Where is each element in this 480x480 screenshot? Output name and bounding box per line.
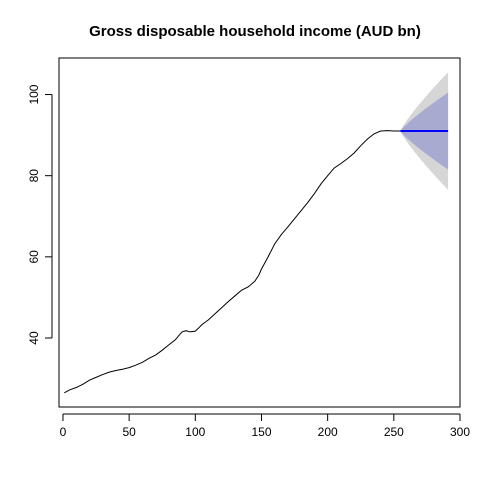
y-tick-label: 60 <box>27 250 41 264</box>
series-line <box>64 130 401 394</box>
x-tick-label: 0 <box>60 425 67 439</box>
plot-frame <box>58 57 461 408</box>
y-tick-label: 80 <box>27 169 41 183</box>
y-tick-label: 100 <box>27 84 41 104</box>
x-tick-label: 50 <box>122 425 136 439</box>
chart-title: Gross disposable household income (AUD b… <box>89 23 421 40</box>
x-tick-label: 250 <box>384 425 404 439</box>
x-tick-label: 150 <box>251 425 271 439</box>
y-tick-label: 40 <box>27 331 41 345</box>
x-tick-label: 100 <box>185 425 205 439</box>
x-tick-label: 200 <box>318 425 338 439</box>
x-tick-label: 300 <box>450 425 470 439</box>
